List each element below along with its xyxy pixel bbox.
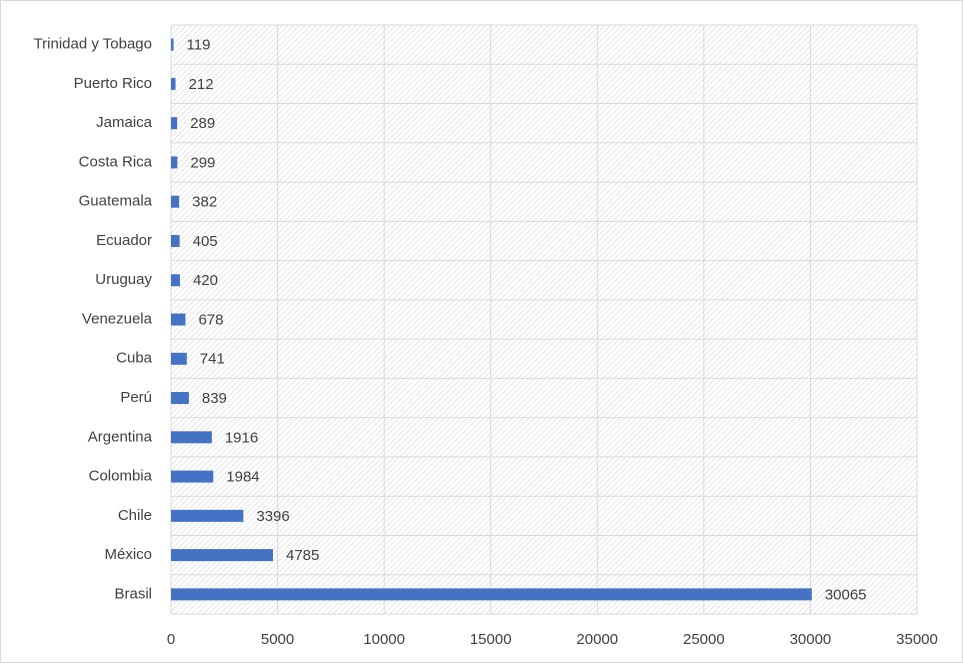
data-label: 4785 (286, 547, 319, 564)
category-labels: Brasil México Chile Colombia Argentina Perú Cu… (34, 36, 153, 603)
bars (171, 38, 812, 601)
bar (171, 470, 214, 483)
bar (171, 117, 178, 130)
data-label: 839 (202, 390, 227, 407)
data-label: 741 (200, 351, 225, 368)
x-tick-label: 20000 (576, 631, 618, 648)
category-label: Colombia (89, 468, 153, 485)
bar (171, 352, 187, 365)
x-tick-label: 10000 (363, 631, 405, 648)
bar (171, 195, 180, 208)
category-label: Ecuador (96, 232, 152, 249)
bar (171, 234, 180, 247)
grid-lines (170, 24, 918, 615)
bar (171, 431, 212, 444)
bar (171, 77, 176, 90)
bar (171, 588, 812, 601)
category-label: Chile (118, 507, 152, 524)
category-label: Puerto Rico (74, 75, 152, 92)
bar (171, 156, 178, 169)
data-label: 30065 (825, 586, 867, 603)
x-tick-label: 0 (167, 631, 175, 648)
category-label: Venezuela (82, 310, 153, 327)
data-label: 1916 (225, 429, 258, 446)
category-label: Perú (120, 389, 152, 406)
x-tick-label: 15000 (470, 631, 512, 648)
bar (171, 313, 186, 326)
data-label: 289 (190, 115, 215, 132)
data-label: 382 (192, 194, 217, 211)
data-label: 678 (198, 311, 223, 328)
bar (171, 274, 180, 287)
x-tick-label: 35000 (896, 631, 938, 648)
data-labels: 30065 4785 3396 1984 1916 839 741 678 420 405 382 2… (187, 37, 867, 604)
bar (171, 38, 174, 51)
x-tick-label: 25000 (683, 631, 725, 648)
category-label: Trinidad y Tobago (34, 36, 152, 53)
bar (171, 509, 244, 522)
category-label: Cuba (116, 350, 153, 367)
x-tick-labels: 0 5000 10000 15000 20000 25000 30000 35000 (167, 631, 938, 648)
category-label: México (104, 546, 152, 563)
data-label: 420 (193, 272, 218, 289)
bar (171, 392, 189, 405)
data-label: 405 (193, 233, 218, 250)
data-label: 119 (187, 37, 211, 54)
data-label: 299 (190, 154, 215, 171)
bar (171, 549, 273, 562)
category-label: Brasil (114, 585, 152, 602)
plot-area (171, 25, 917, 614)
category-label: Guatemala (79, 193, 153, 210)
category-label: Argentina (88, 428, 153, 445)
category-label: Uruguay (95, 271, 152, 288)
x-tick-label: 30000 (790, 631, 832, 648)
data-label: 3396 (256, 508, 289, 525)
x-tick-label: 5000 (261, 631, 294, 648)
category-label: Costa Rica (79, 153, 153, 170)
data-label: 212 (189, 76, 214, 93)
data-label: 1984 (226, 469, 259, 486)
category-label: Jamaica (96, 114, 153, 131)
